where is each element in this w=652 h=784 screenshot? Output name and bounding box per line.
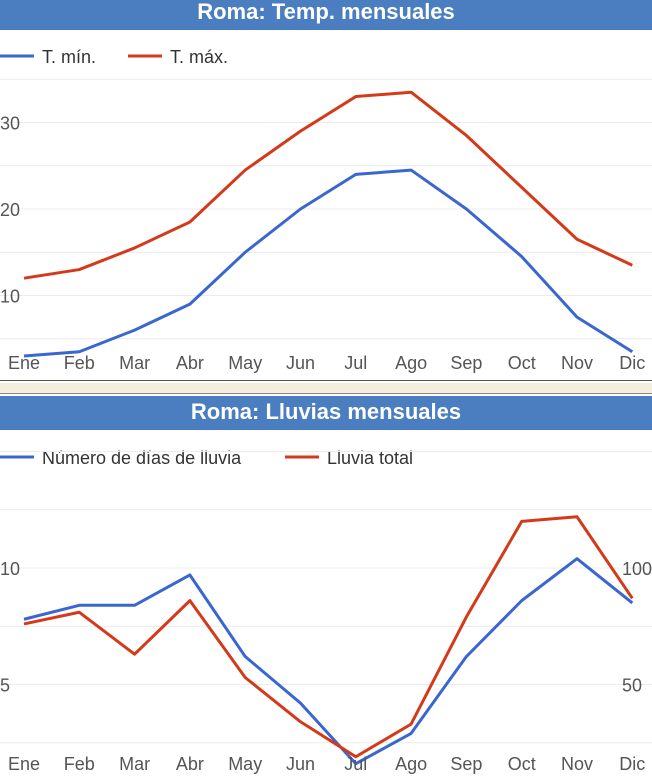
legend-label-1: T. máx. <box>170 47 228 67</box>
rain-chart-svg: Número de días de lluvia Lluvia total 5 10 5… <box>0 448 652 774</box>
series-line-1 <box>23 515 634 759</box>
y-tick-label: 30 <box>0 114 20 134</box>
temp-chart-svg: T. mín. T. máx. 10 20 30 Ene Feb Mar Abr May Jun Ju… <box>0 47 652 373</box>
x-tick-label: Nov <box>561 353 593 373</box>
y-tick-label: 10 <box>0 287 20 307</box>
section-divider-band <box>0 383 652 393</box>
temp-chart-panel: Roma: Temp. mensuales T. mín. T. máx. 10 20… <box>0 0 652 380</box>
legend-label-1: Lluvia total <box>327 448 413 468</box>
x-tick-label: Ago <box>395 754 427 774</box>
rain-chart-title: Roma: Lluvias mensuales <box>0 396 652 430</box>
y-tick-label-left: 10 <box>0 559 20 579</box>
series-line-0 <box>23 168 634 358</box>
x-tick-label: Jul <box>344 754 367 774</box>
x-tick-label: Oct <box>508 754 536 774</box>
y-tick-label-right: 50 <box>622 676 642 696</box>
x-tick-label: Sep <box>450 353 482 373</box>
x-tick-label: May <box>228 353 262 373</box>
x-tick-label: Ene <box>8 353 40 373</box>
rain-chart-panel: Roma: Lluvias mensuales Número de días d… <box>0 396 652 784</box>
x-tick-label: Nov <box>561 754 593 774</box>
x-tick-label: Jun <box>286 754 315 774</box>
y-tick-label: 20 <box>0 200 20 220</box>
x-tick-label: May <box>228 754 262 774</box>
y-tick-label-left: 5 <box>0 676 10 696</box>
x-tick-label: Oct <box>508 353 536 373</box>
x-tick-label: Ene <box>8 754 40 774</box>
temp-chart-title: Roma: Temp. mensuales <box>0 0 652 30</box>
x-tick-label: Feb <box>64 754 95 774</box>
x-tick-label: Abr <box>176 353 204 373</box>
x-tick-label: Feb <box>64 353 95 373</box>
x-tick-label: Dic <box>619 754 645 774</box>
legend-label-0: Número de días de lluvia <box>42 448 242 468</box>
section-divider-line <box>0 380 652 381</box>
x-tick-label: Jul <box>344 353 367 373</box>
x-tick-label: Jun <box>286 353 315 373</box>
series-line-0 <box>23 557 634 766</box>
series-line-1 <box>23 90 633 280</box>
x-tick-label: Mar <box>119 754 150 774</box>
x-tick-label: Ago <box>395 353 427 373</box>
y-tick-label-right: 100 <box>622 559 652 579</box>
legend-label-0: T. mín. <box>42 47 96 67</box>
x-tick-label: Mar <box>119 353 150 373</box>
x-tick-label: Abr <box>176 754 204 774</box>
section-divider-line-2 <box>0 393 652 394</box>
x-tick-label: Dic <box>619 353 645 373</box>
x-tick-label: Sep <box>450 754 482 774</box>
